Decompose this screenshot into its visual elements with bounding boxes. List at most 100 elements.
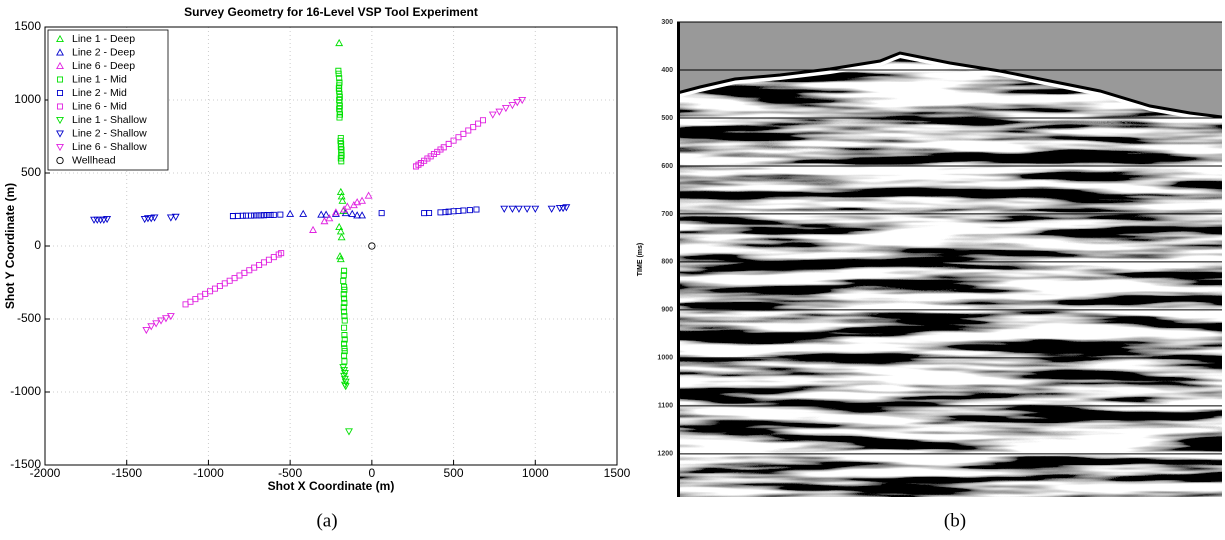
scatter-point — [479, 117, 486, 124]
scatter-point — [341, 352, 348, 359]
y-tick-label: 1500 — [14, 19, 41, 33]
legend-label: Line 6 - Shallow — [72, 141, 147, 153]
scatter-point — [147, 323, 156, 331]
scatter-point — [450, 137, 457, 144]
scatter-point — [337, 155, 344, 162]
scatter-point — [518, 96, 527, 105]
left-edge — [677, 22, 680, 497]
scatter-point — [166, 313, 175, 321]
scatter-point — [508, 102, 517, 110]
legend-label: Line 2 - Shallow — [72, 127, 147, 139]
y-tick-label: 1200 — [657, 451, 673, 458]
y-tick-label: 500 — [661, 115, 673, 122]
scatter-point — [426, 209, 433, 217]
x-tick-label: 500 — [444, 466, 464, 480]
legend-marker — [56, 156, 64, 165]
scatter-point — [368, 242, 376, 250]
y-axis-label: TIME (ms) — [637, 243, 644, 276]
scatter-point — [286, 209, 295, 217]
y-tick-label: 1100 — [658, 403, 673, 410]
scatter-point — [353, 211, 362, 219]
scatter-point — [341, 299, 348, 306]
scatter-point — [345, 428, 353, 436]
scatter-point — [340, 278, 347, 285]
scatter-point — [364, 191, 373, 199]
scatter-point — [331, 208, 340, 216]
scatter-point — [440, 144, 447, 151]
y-tick-label: -1500 — [10, 457, 41, 471]
scatter-point — [460, 207, 467, 214]
scatter-point — [338, 152, 345, 159]
scatter-point — [341, 383, 350, 391]
scatter-point — [251, 264, 258, 271]
scatter-point — [231, 275, 238, 282]
scatter-point — [325, 214, 334, 222]
legend-marker — [56, 76, 64, 83]
y-tick-label: 300 — [661, 19, 673, 26]
scatter-point — [161, 315, 170, 323]
scatter-point — [340, 272, 347, 279]
y-tick-label: -500 — [17, 311, 41, 325]
legend-marker — [56, 34, 64, 43]
scatter-point — [103, 215, 112, 224]
scatter-point — [241, 269, 248, 276]
scatter-point — [341, 324, 348, 331]
scatter-point — [338, 149, 345, 156]
scatter-point — [337, 233, 346, 241]
scatter-point — [166, 214, 175, 222]
scatter-point — [470, 124, 477, 131]
scatter-point — [341, 286, 348, 293]
scatter-point — [341, 317, 348, 324]
x-tick-label: 1000 — [522, 466, 549, 480]
y-axis-label: Shot Y Coordinate (m) — [3, 183, 17, 309]
first-break-white — [677, 53, 1222, 122]
x-axis-label: Shot X Coordinate (m) — [268, 479, 395, 493]
scatter-point — [192, 296, 199, 303]
y-tick-label: 800 — [661, 259, 673, 266]
scatter-point — [202, 290, 209, 297]
scatter-point — [336, 111, 343, 118]
scatter-point — [455, 134, 462, 141]
scatter-point — [270, 211, 277, 218]
x-tick-label: 1500 — [604, 466, 631, 480]
scatter-point — [182, 301, 189, 308]
scatter-point — [500, 205, 509, 213]
scatter-point — [278, 250, 285, 257]
scatter-point — [275, 251, 282, 258]
legend-marker — [56, 130, 64, 138]
scatter-point — [335, 222, 344, 231]
legend-marker — [56, 61, 64, 70]
scatter-point — [187, 298, 194, 305]
scatter-point — [508, 205, 517, 213]
y-tick-label: 900 — [661, 307, 673, 314]
scatter-point — [270, 254, 277, 261]
scatter-point — [341, 336, 348, 343]
legend-label: Line 2 - Deep — [72, 46, 135, 58]
scatter-point — [157, 317, 165, 325]
scatter-point — [378, 210, 385, 217]
scatter-point — [197, 293, 204, 300]
legend-label: Line 1 - Deep — [72, 33, 135, 45]
scatter-point — [358, 196, 367, 204]
x-tick-label: -1500 — [111, 466, 142, 480]
x-tick-label: 0 — [369, 466, 376, 480]
scatter-point — [336, 114, 343, 121]
scatter-point — [475, 120, 482, 127]
first-break-black — [677, 51, 1222, 119]
scatter-point — [445, 140, 452, 147]
scatter-point — [412, 163, 419, 170]
legend-marker — [56, 103, 64, 110]
legend-marker — [56, 116, 64, 125]
legend-label: Line 1 - Mid — [72, 73, 127, 85]
scatter-point — [207, 288, 214, 295]
scatter-point — [338, 158, 345, 165]
legend-label: Line 2 - Mid — [72, 87, 127, 99]
scatter-point — [171, 213, 180, 221]
x-tick-label: -1000 — [193, 466, 224, 480]
scatter-point — [335, 70, 342, 77]
scatter-point — [343, 202, 352, 210]
plot-frame — [44, 26, 618, 466]
scatter-point — [488, 111, 497, 119]
scatter-point — [221, 280, 228, 287]
